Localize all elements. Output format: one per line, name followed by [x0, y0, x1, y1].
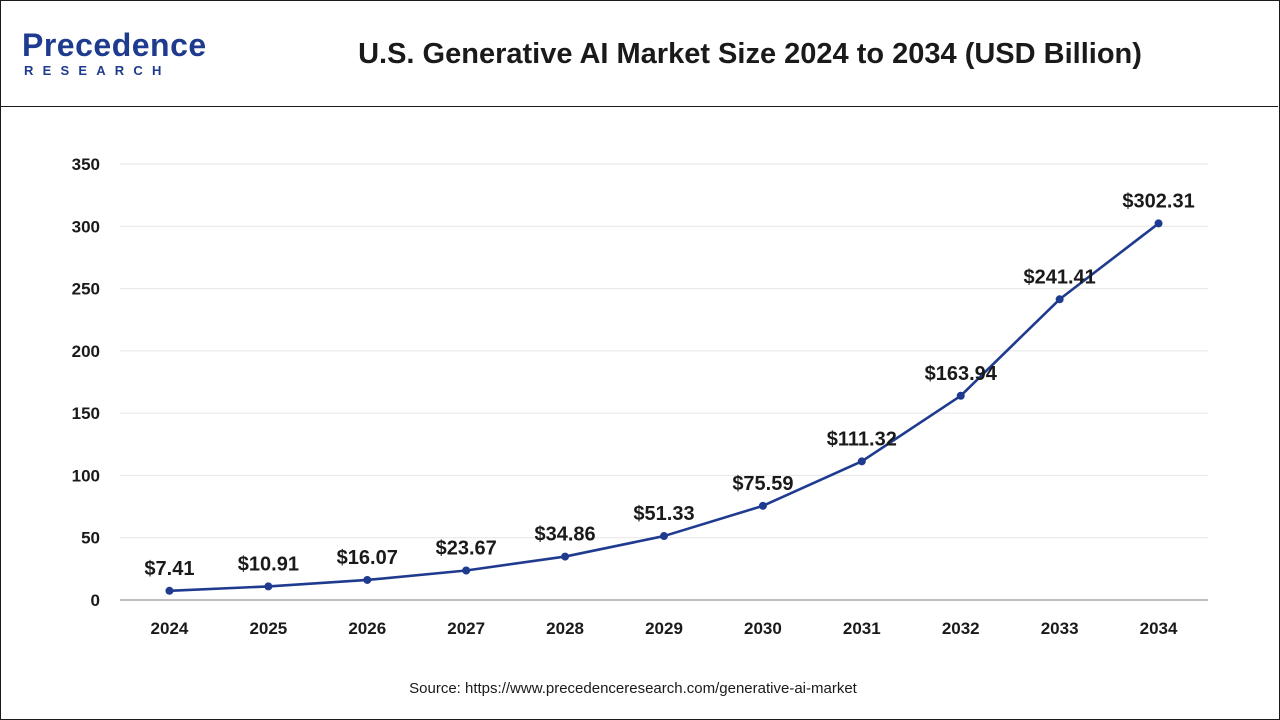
x-tick-label: 2034	[1140, 619, 1178, 638]
data-point	[1055, 295, 1064, 304]
y-tick-label: 200	[72, 342, 100, 361]
data-point	[165, 586, 174, 595]
data-label: $16.07	[337, 547, 398, 569]
data-label: $111.32	[827, 428, 897, 450]
y-tick-label: 50	[81, 529, 100, 548]
data-label: $7.41	[144, 558, 194, 580]
data-point	[956, 391, 965, 400]
data-label: $51.33	[633, 503, 694, 525]
y-tick-label: 250	[72, 280, 100, 299]
x-tick-label: 2026	[348, 619, 386, 638]
data-label: $75.59	[732, 473, 793, 495]
y-tick-label: 150	[72, 404, 100, 423]
x-tick-label: 2029	[645, 619, 683, 638]
logo-main-text: Precedence	[22, 27, 207, 63]
x-tick-label: 2024	[151, 619, 189, 638]
y-tick-label: 350	[72, 155, 100, 174]
data-point	[363, 575, 372, 584]
x-tick-label: 2033	[1041, 619, 1079, 638]
data-label: $10.91	[238, 553, 299, 575]
data-point	[660, 532, 668, 541]
data-point	[857, 457, 866, 466]
data-point	[561, 552, 570, 561]
brand-logo: Precedence RESEARCH	[22, 26, 222, 82]
source-citation: Source: https://www.precedenceresearch.c…	[409, 680, 857, 697]
data-label: $302.31	[1122, 190, 1194, 212]
x-tick-label: 2028	[546, 619, 584, 638]
x-tick-label: 2025	[249, 619, 287, 638]
logo-sub-text: RESEARCH	[24, 63, 171, 78]
y-tick-label: 100	[72, 466, 100, 485]
x-tick-label: 2032	[942, 619, 980, 638]
data-point	[1154, 219, 1163, 228]
x-tick-label: 2031	[843, 619, 881, 638]
chart-title: U.S. Generative AI Market Size 2024 to 2…	[358, 38, 1142, 70]
data-label: $34.86	[535, 524, 596, 546]
header: Precedence RESEARCH U.S. Generative AI M…	[0, 0, 1278, 107]
data-point	[264, 582, 273, 591]
data-point	[462, 566, 471, 575]
data-label: $23.67	[436, 538, 497, 560]
x-tick-label: 2030	[744, 619, 782, 638]
y-tick-label: 0	[91, 591, 100, 610]
data-label: $241.41	[1023, 266, 1095, 288]
data-point	[758, 501, 767, 510]
x-tick-label: 2027	[447, 619, 485, 638]
y-tick-label: 300	[72, 217, 100, 236]
data-label: $163.94	[925, 363, 998, 385]
